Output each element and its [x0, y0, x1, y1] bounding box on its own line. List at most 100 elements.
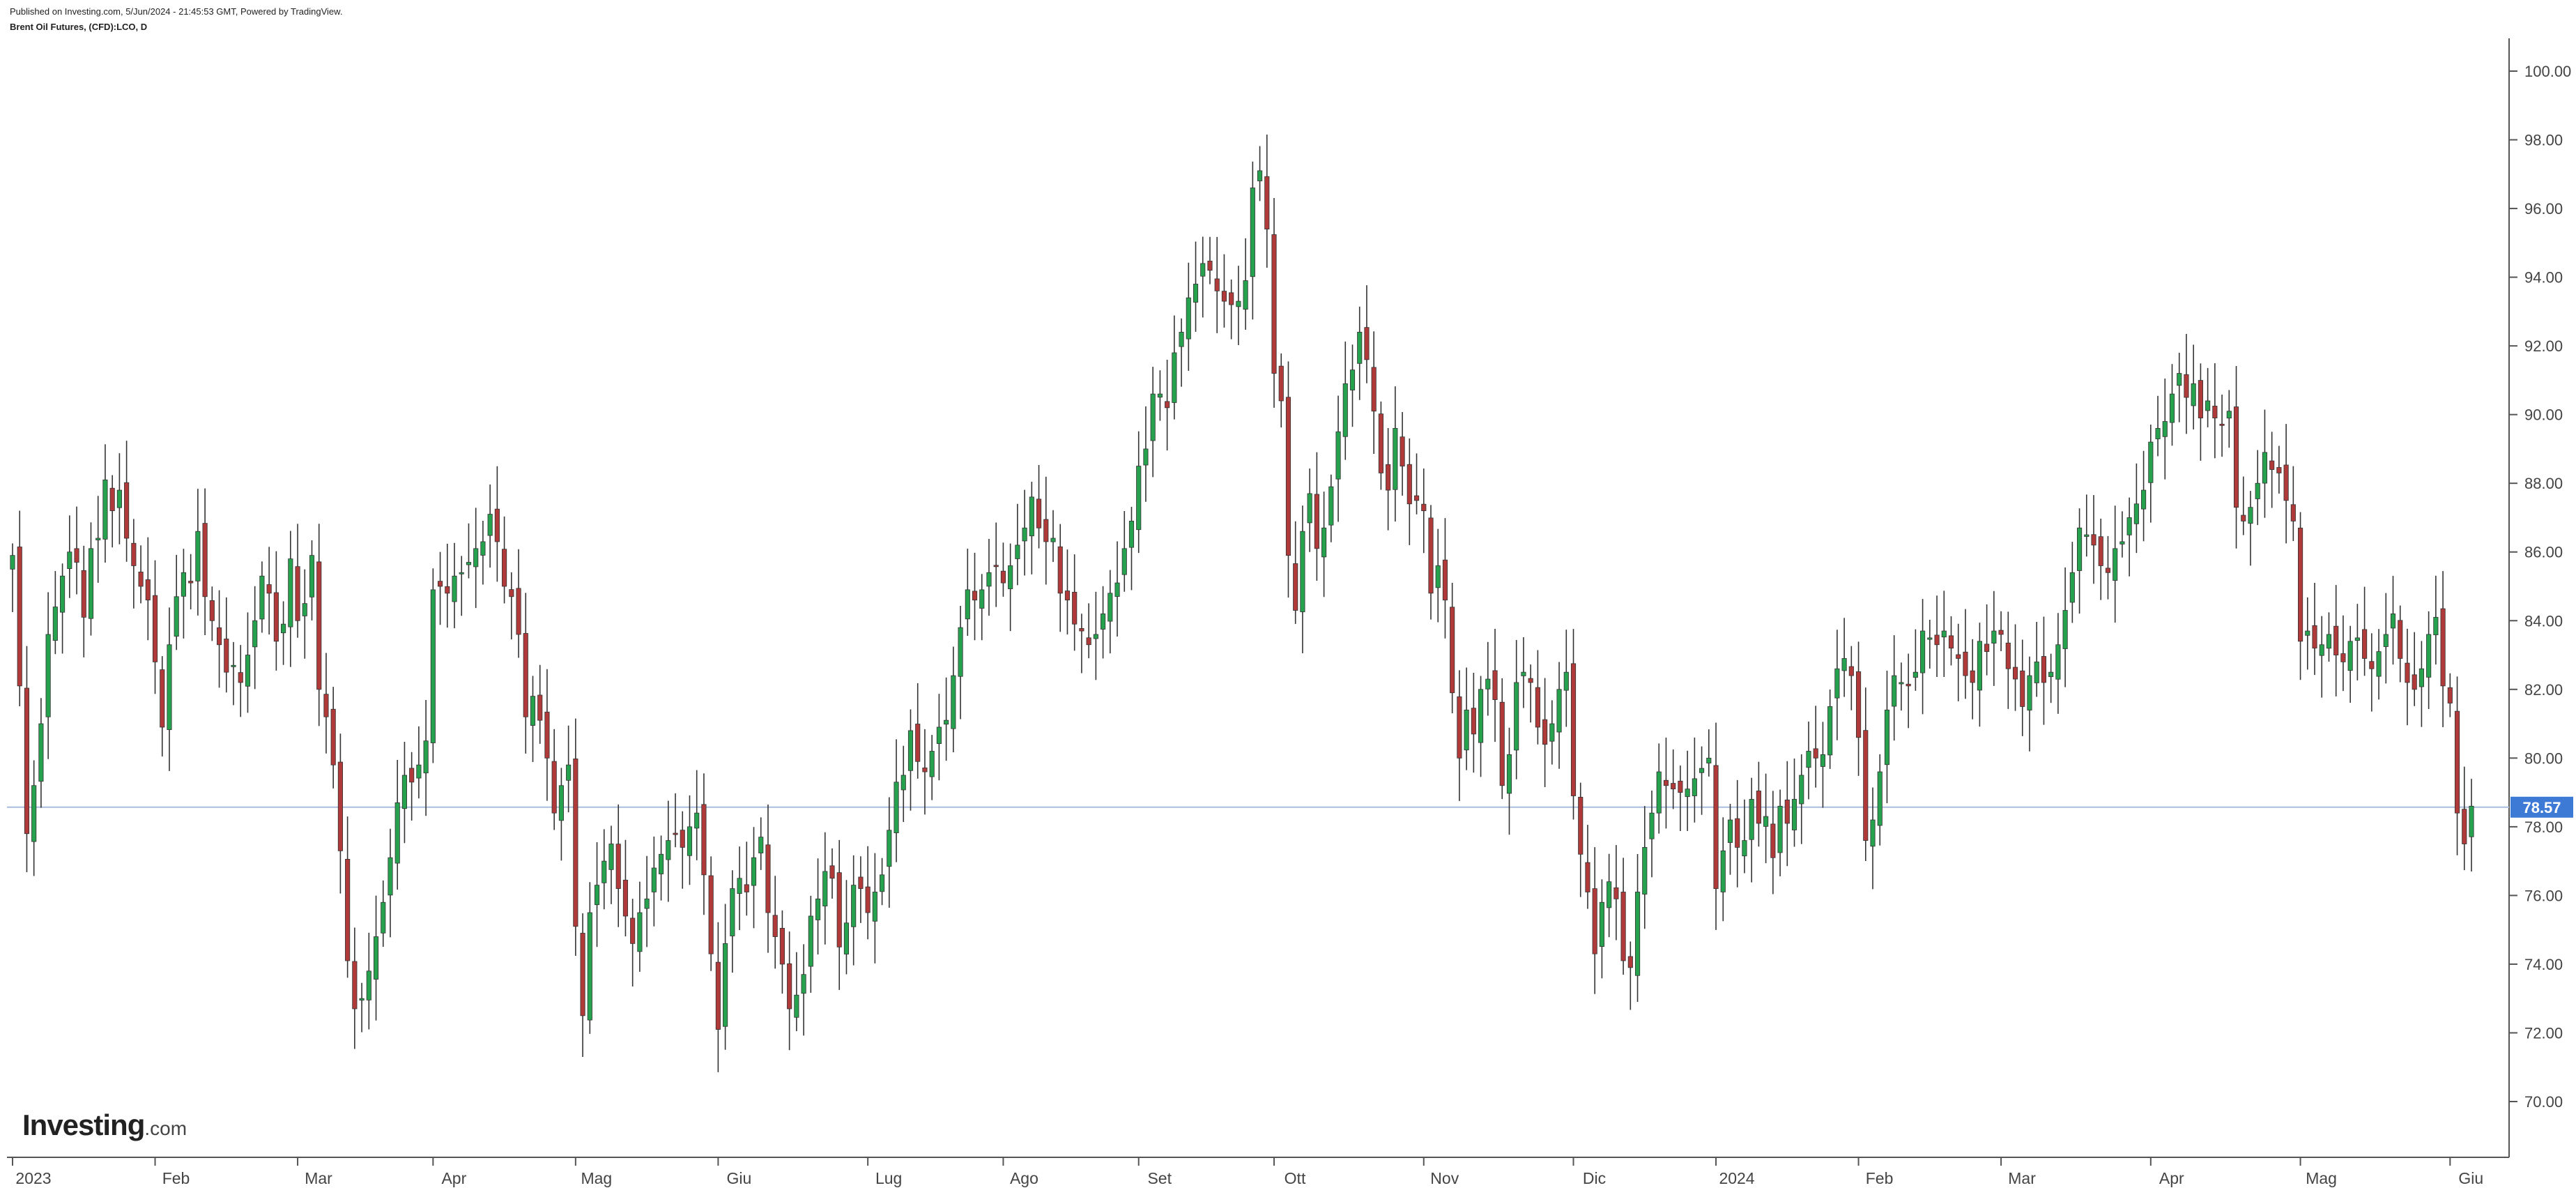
candle-body	[694, 812, 700, 829]
candle-body	[1984, 644, 1990, 653]
candle-body	[352, 961, 358, 1010]
candle-body	[323, 694, 329, 717]
candle-body	[829, 865, 835, 879]
candle-body	[894, 782, 899, 833]
candle-body	[1699, 768, 1705, 773]
candle-body	[2333, 625, 2339, 655]
candle-body	[509, 589, 514, 597]
chart-header: Published on Investing.com, 5/Jun/2024 -…	[10, 6, 342, 33]
candle-body	[2248, 507, 2253, 524]
candle-body	[1749, 799, 1754, 840]
candle-body	[1806, 751, 1811, 768]
candle-body	[2119, 541, 2125, 544]
candle-body	[2398, 620, 2403, 659]
candle-body	[2084, 534, 2090, 537]
candle-body	[1285, 397, 1291, 556]
candle-body	[1870, 819, 1876, 847]
candle-body	[2198, 380, 2203, 418]
candle-body	[887, 830, 892, 867]
candle-body	[730, 888, 735, 936]
candle-body	[437, 581, 443, 587]
y-tick-label: 82.00	[2524, 681, 2563, 699]
candle-body	[958, 627, 963, 677]
candle-body	[1079, 628, 1084, 632]
candle-body	[1271, 234, 1277, 374]
current-price-label: 78.57	[2522, 799, 2561, 816]
candle-body	[2105, 568, 2111, 573]
candle-body	[1663, 779, 1669, 786]
x-tick-label: Ago	[1010, 1169, 1038, 1187]
candle-body	[1114, 582, 1120, 597]
candle-body	[587, 912, 592, 1021]
candle-body	[1892, 675, 1897, 707]
candle-body	[316, 561, 322, 690]
published-note: Published on Investing.com, 5/Jun/2024 -…	[10, 6, 343, 17]
y-tick-label: 88.00	[2524, 475, 2563, 492]
candle-body	[1535, 687, 1540, 728]
candle-body	[2262, 452, 2268, 484]
candle-body	[1186, 297, 1191, 340]
candle-body	[1912, 671, 1918, 678]
candle-body	[188, 581, 194, 584]
y-tick-label: 76.00	[2524, 887, 2563, 904]
candle-body	[2233, 406, 2239, 508]
x-tick-label: Set	[1147, 1169, 1172, 1187]
candle-body	[1563, 671, 1569, 691]
candle-body	[1072, 591, 1078, 625]
candle-body	[993, 565, 999, 568]
candle-body	[566, 764, 572, 781]
candle-body	[1499, 701, 1505, 786]
candle-body	[1906, 683, 1911, 687]
logo-tld: .com	[144, 1118, 187, 1139]
candle-body	[2319, 644, 2324, 656]
candle-body	[401, 775, 408, 809]
candle-body	[10, 555, 15, 570]
candle-body	[1478, 689, 1484, 743]
candle-body	[459, 572, 464, 574]
candle-body	[45, 634, 51, 717]
candle-body	[2347, 641, 2353, 671]
candle-body	[1371, 367, 1377, 412]
candle-body	[2269, 460, 2275, 470]
candle-body	[1607, 881, 1612, 908]
candle-body	[1492, 670, 1498, 700]
candle-body	[1457, 696, 1462, 759]
candle-body	[337, 761, 343, 851]
candle-body	[1136, 466, 1142, 531]
candle-body	[388, 857, 393, 896]
candle-body	[1784, 799, 1790, 824]
candle-body	[715, 961, 721, 1030]
candle-body	[231, 664, 236, 667]
candle-body	[544, 711, 550, 759]
candle-body	[74, 548, 79, 563]
x-tick-label: Apr	[441, 1169, 466, 1187]
candle-body	[1791, 799, 1797, 830]
candle-body	[1321, 527, 1327, 558]
candle-body	[1549, 723, 1555, 742]
candle-body	[1050, 538, 1056, 542]
candle-body	[2076, 527, 2083, 571]
candle-body	[701, 804, 707, 876]
candle-body	[900, 775, 906, 791]
candle-body	[38, 723, 44, 782]
candle-body	[138, 572, 144, 587]
candle-body	[865, 886, 871, 913]
candle-body	[1599, 901, 1604, 947]
candle-body	[1165, 401, 1170, 409]
candle-body	[2133, 503, 2139, 524]
candle-body	[843, 922, 850, 954]
candle-body	[1471, 708, 1476, 735]
candle-body	[2034, 661, 2039, 683]
candle-body	[1022, 527, 1027, 542]
candle-body	[1863, 730, 1869, 841]
candle-body	[1307, 493, 1312, 524]
candle-body	[2062, 610, 2068, 649]
y-tick-label: 92.00	[2524, 337, 2563, 355]
candle-body	[295, 566, 300, 621]
x-tick-label: Mag	[581, 1169, 612, 1187]
candle-body	[1970, 670, 1975, 683]
y-tick-label: 100.00	[2524, 63, 2571, 80]
x-tick-label: Giu	[726, 1169, 751, 1187]
candle-body	[1000, 570, 1006, 584]
